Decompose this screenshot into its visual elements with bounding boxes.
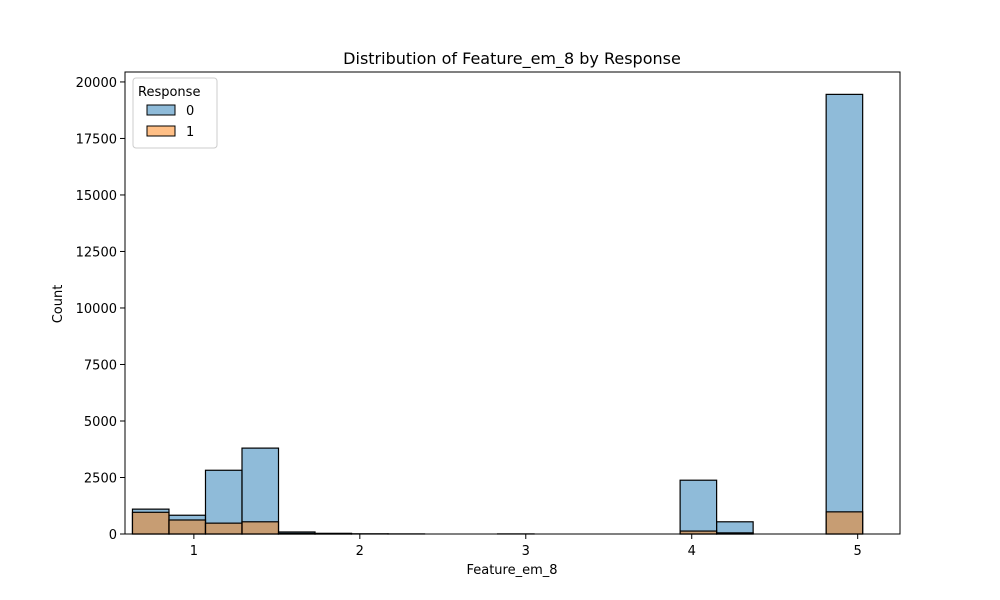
plot-frame xyxy=(124,71,901,535)
chart-title: Distribution of Feature_em_8 by Response xyxy=(343,49,681,69)
x-axis-ticks: 1 2 3 4 5 xyxy=(190,534,862,559)
legend: Response 0 1 xyxy=(132,77,218,149)
x-tick-label: 3 xyxy=(522,544,530,559)
y-tick-label: 10000 xyxy=(76,302,117,317)
x-axis-title: Feature_em_8 xyxy=(466,563,557,578)
bar-series-1-bin-19 xyxy=(825,511,864,535)
y-axis-ticks: 0 2500 5000 7500 10000 12500 15000 17500 20000 xyxy=(76,76,125,543)
legend-swatch-0 xyxy=(146,104,176,116)
bar-series-1-bin-0 xyxy=(131,511,170,535)
bar-series-0-bin-16 xyxy=(716,521,754,535)
y-tick-label: 17500 xyxy=(76,132,117,147)
x-tick-label: 4 xyxy=(688,544,696,559)
y-tick-label: 0 xyxy=(109,528,117,543)
bar-series-1-bin-3 xyxy=(241,521,280,535)
bar-series-0-bin-3 xyxy=(241,447,280,535)
legend-label-0: 0 xyxy=(186,104,194,119)
y-tick-label: 5000 xyxy=(84,415,117,430)
axes xyxy=(124,71,901,535)
y-axis-title: Count xyxy=(51,285,66,324)
bar-series-1-bin-1 xyxy=(168,519,207,535)
x-tick-label: 1 xyxy=(190,544,198,559)
y-tick-label: 2500 xyxy=(84,471,117,486)
x-tick-label: 2 xyxy=(356,544,364,559)
y-tick-label: 20000 xyxy=(76,76,117,91)
y-tick-label: 12500 xyxy=(76,245,117,260)
y-tick-label: 15000 xyxy=(76,189,117,204)
bar-series-1-bin-2 xyxy=(204,522,243,535)
bar-series-0-bin-15 xyxy=(679,479,718,535)
bar-series-0-bin-19 xyxy=(825,93,864,535)
legend-title: Response xyxy=(138,85,200,100)
y-tick-label: 7500 xyxy=(84,358,117,373)
x-tick-label: 5 xyxy=(854,544,862,559)
legend-swatch-1 xyxy=(146,125,176,137)
legend-label-1: 1 xyxy=(186,125,194,140)
